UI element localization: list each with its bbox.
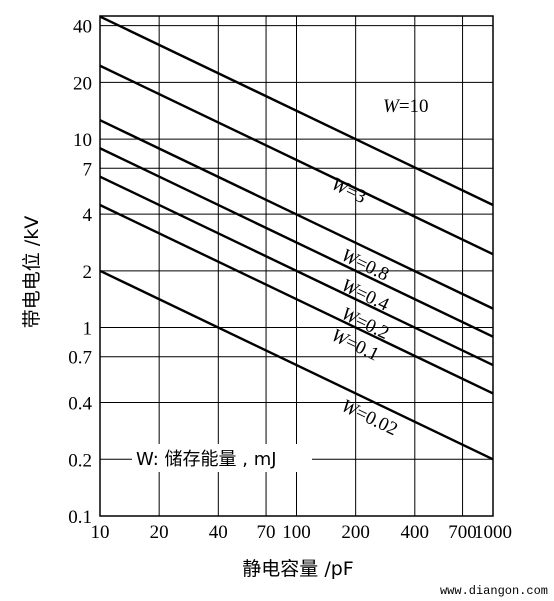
y-tick-label: 0.7 [68,348,92,369]
x-tick-label: 200 [341,522,370,543]
series-label-symbol: W [383,96,401,117]
series-line [99,269,494,461]
series-line [99,64,494,256]
x-tick-label: 20 [150,522,169,543]
series-label-value: =0.02 [352,402,401,440]
grid [99,16,494,517]
y-tick-label: 0.4 [68,394,92,415]
series-line [99,203,494,395]
series-lines [99,15,494,461]
x-tick-label: 700 [448,522,477,543]
series-line [99,15,494,207]
energy-note: W: 储存能量 , mJ [132,444,312,472]
energy-note-background [132,444,312,472]
series-label-value: =10 [399,96,429,117]
series-line [99,119,494,310]
y-tick-label: 2 [83,262,93,283]
series-line [99,147,494,338]
series-label: W=3 [328,174,370,209]
x-tick-label: 40 [209,522,228,543]
plot-frame [99,15,494,517]
x-tick-label: 400 [401,522,430,543]
watermark: www.diangon.com [440,584,548,598]
y-tick-label: 0.1 [68,507,92,528]
y-tick-label: 0.2 [68,450,92,471]
y-tick-label: 40 [73,17,92,38]
y-tick-label: 7 [83,159,93,180]
series-label: W=10 [383,96,429,117]
y-tick-label: 4 [83,205,93,226]
y-tick-label: 10 [73,130,92,151]
x-tick-label: 10 [91,522,110,543]
x-tick-label: 1000 [474,522,512,543]
energy-note-text: W: 储存能量 , mJ [136,449,277,470]
y-tick-label: 1 [83,319,93,340]
x-axis-title: 静电容量 /pF [242,558,353,580]
y-axis-title: 带电电位 /kV [21,216,43,328]
x-tick-label: 100 [282,522,311,543]
y-tick-labels: 0.1 0.2 0.4 0.7 1 2 4 7 10 20 40 [68,17,92,528]
y-tick-label: 20 [73,73,92,94]
x-tick-label: 70 [257,522,276,543]
series-line [99,175,494,367]
